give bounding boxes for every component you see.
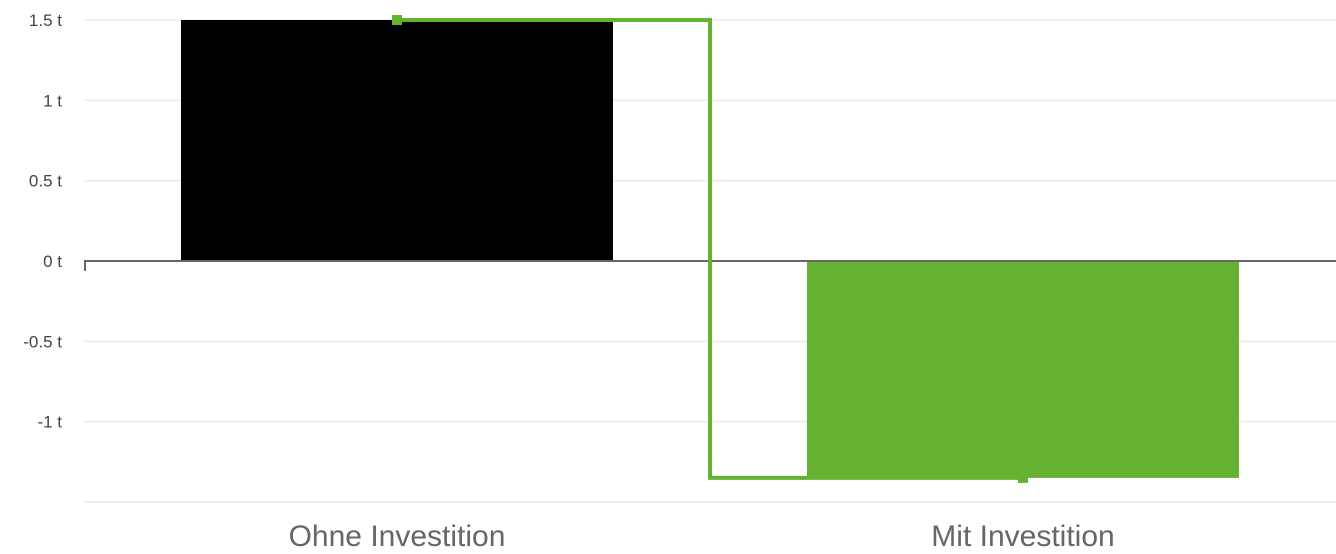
- x-axis-tick-labels: Ohne Investition Mit Investition: [289, 520, 1115, 553]
- x-tick-label: Ohne Investition: [289, 520, 506, 553]
- y-tick-label: -0.5 t: [23, 332, 62, 351]
- step-line: [397, 18, 1023, 480]
- y-tick-label: 1 t: [43, 91, 62, 110]
- bar-layer: [181, 20, 1239, 478]
- y-tick-label: 1.5 t: [29, 11, 62, 30]
- y-tick-label: -1 t: [37, 413, 62, 432]
- y-axis-tick-labels: 1.5 t 1 t 0.5 t 0 t -0.5 t -1 t: [23, 11, 62, 432]
- step-line-marker[interactable]: [1018, 472, 1028, 483]
- bar-mit-investition[interactable]: [807, 261, 1239, 478]
- x-tick-label: Mit Investition: [931, 520, 1114, 553]
- bar-ohne-investition[interactable]: [181, 20, 613, 261]
- y-tick-label: 0.5 t: [29, 172, 62, 191]
- step-line-marker[interactable]: [392, 15, 402, 25]
- y-tick-label: 0 t: [43, 252, 62, 271]
- step-line-layer: [392, 15, 1028, 483]
